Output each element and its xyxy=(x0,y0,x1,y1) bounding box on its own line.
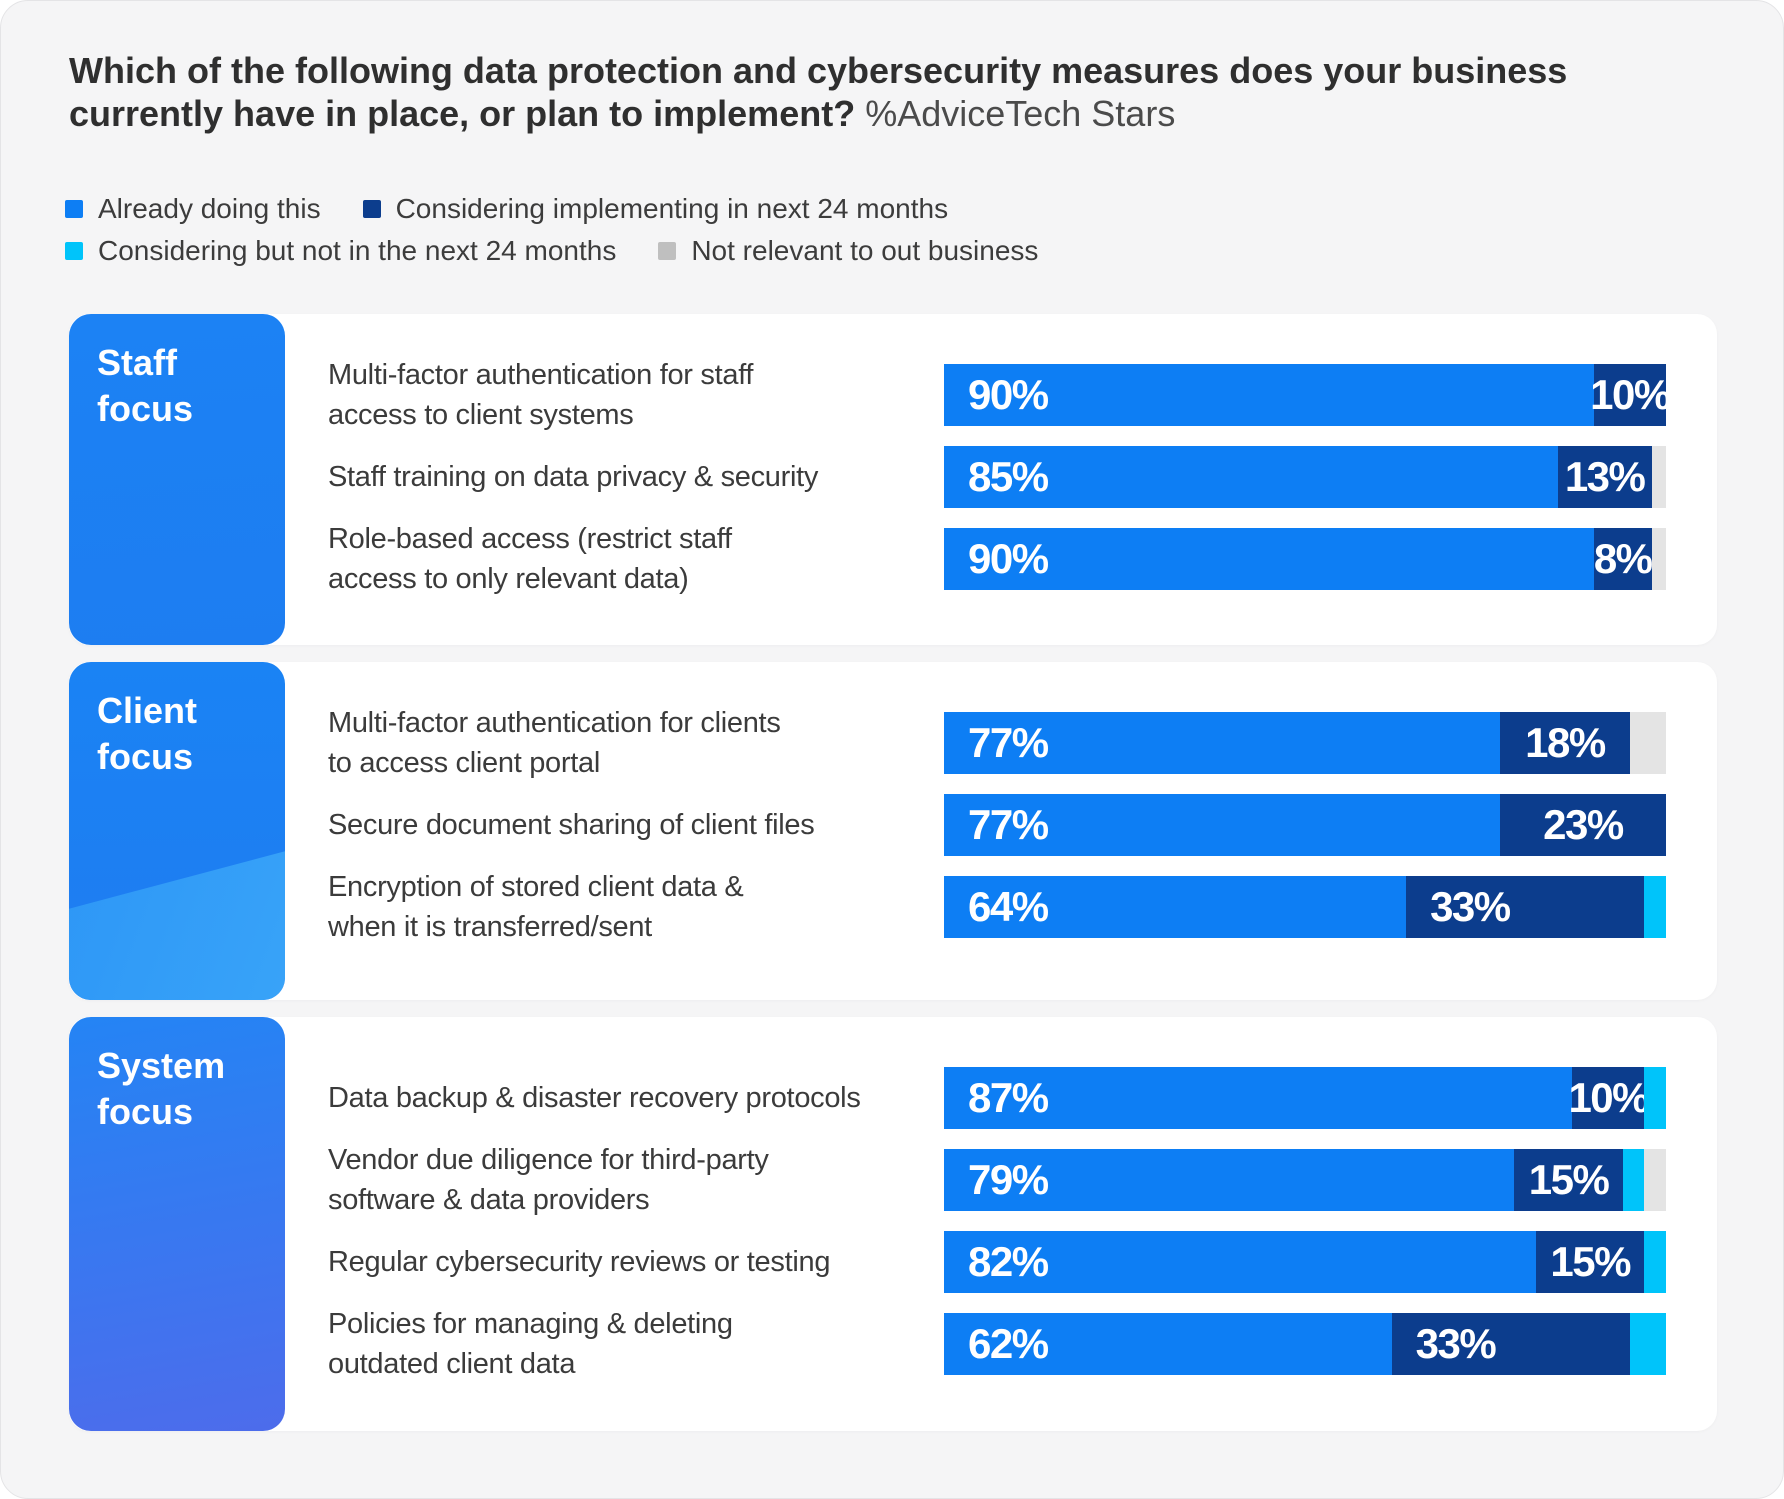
legend-item: Not relevant to out business xyxy=(658,235,1038,267)
segment-already-doing: 62% xyxy=(944,1313,1392,1375)
segment-not-relevant xyxy=(1644,1149,1666,1211)
segment-considering-24-months: 15% xyxy=(1514,1149,1623,1211)
legend-row-1: Already doing this Considering implementi… xyxy=(65,193,1038,225)
segment-considering-24-months: 15% xyxy=(1536,1231,1645,1293)
legend-label: Already doing this xyxy=(98,193,321,224)
measure-label: Role-based access (restrict staff access… xyxy=(328,523,732,595)
measure-label: Multi-factor authentication for clients … xyxy=(328,707,781,779)
legend-label: Considering implementing in next 24 mont… xyxy=(395,193,949,224)
segment-considering-later xyxy=(1644,876,1666,938)
legend-row-2: Considering but not in the next 24 month… xyxy=(65,235,1038,267)
segment-already-doing: 64% xyxy=(944,876,1407,938)
segment-already-doing: 77% xyxy=(944,794,1500,856)
stacked-bar: 62% 33% xyxy=(944,1313,1666,1375)
segment-considering-later xyxy=(1629,1313,1666,1375)
segment-value-label: 85% xyxy=(968,453,1049,500)
stacked-bar: 85% 13% xyxy=(944,446,1666,508)
segment-already-doing: 79% xyxy=(944,1149,1515,1211)
segment-already-doing: 90% xyxy=(944,528,1594,590)
measure-label: Secure document sharing of client files xyxy=(328,809,815,841)
section-card: System focus Data backup & disaster recov… xyxy=(69,1017,1717,1431)
stacked-bar: 77% 23% xyxy=(944,794,1666,856)
legend-item: Already doing this xyxy=(65,193,321,225)
segment-considering-24-months: 33% xyxy=(1391,1313,1630,1375)
section-card: Staff focus Multi-factor authentication f… xyxy=(69,314,1717,645)
segment-value-label: 62% xyxy=(968,1320,1049,1367)
segment-considering-24-months: 23% xyxy=(1499,794,1666,856)
legend-swatch-icon xyxy=(65,200,83,218)
segment-value-label: 77% xyxy=(968,801,1049,848)
segment-value-label: 79% xyxy=(968,1156,1049,1203)
segment-considering-later xyxy=(1644,1231,1666,1293)
chart-question: Which of the following data protection a… xyxy=(69,50,1568,135)
stacked-bar: 87% 10% xyxy=(944,1067,1666,1129)
segment-considering-24-months: 13% xyxy=(1557,446,1652,508)
section-card: Client focus Multi-factor authentication … xyxy=(69,662,1717,1000)
segment-considering-24-months: 10% xyxy=(1590,364,1666,426)
segment-value-label: 15% xyxy=(1528,1156,1610,1203)
section-label-block: System focus xyxy=(69,1017,285,1431)
segment-value-label: 10% xyxy=(1568,1074,1649,1121)
segment-value-label: 82% xyxy=(968,1238,1049,1285)
measure-label: Staff training on data privacy & securit… xyxy=(328,461,819,493)
section-title: System focus xyxy=(97,1045,226,1133)
legend-label: Considering but not in the next 24 month… xyxy=(98,235,617,266)
segment-not-relevant xyxy=(1651,528,1666,590)
segment-value-label: 77% xyxy=(968,719,1049,766)
segment-value-label: 90% xyxy=(968,371,1049,418)
segment-value-label: 18% xyxy=(1525,719,1606,766)
segment-considering-24-months: 33% xyxy=(1406,876,1645,938)
segment-value-label: 23% xyxy=(1543,801,1624,848)
segment-value-label: 15% xyxy=(1550,1238,1631,1285)
segment-value-label: 33% xyxy=(1415,1320,1497,1367)
segment-considering-later xyxy=(1644,1067,1666,1129)
stacked-bar: 90% 8% xyxy=(944,528,1666,590)
segment-considering-24-months: 10% xyxy=(1568,1067,1649,1129)
segment-already-doing: 85% xyxy=(944,446,1558,508)
legend: Already doing this Considering implementi… xyxy=(65,193,1038,277)
measure-label: Regular cybersecurity reviews or testing xyxy=(328,1246,831,1278)
segment-not-relevant xyxy=(1651,446,1666,508)
legend-swatch-icon xyxy=(65,242,83,260)
legend-item: Considering implementing in next 24 mont… xyxy=(362,193,949,225)
stacked-bar: 64% 33% xyxy=(944,876,1666,938)
section-title: Staff focus xyxy=(97,342,194,430)
section-label-block: Staff focus xyxy=(69,314,285,645)
measure-label: Encryption of stored client data & when … xyxy=(328,871,744,943)
segment-value-label: 33% xyxy=(1430,883,1511,930)
segment-already-doing: 77% xyxy=(944,712,1500,774)
segment-considering-24-months: 18% xyxy=(1499,712,1630,774)
segment-already-doing: 87% xyxy=(944,1067,1573,1129)
segment-value-label: 87% xyxy=(968,1074,1049,1121)
measure-label: Data backup & disaster recovery protocol… xyxy=(328,1082,861,1114)
stacked-bar: 90% 10% xyxy=(944,364,1666,426)
stacked-bar: 82% 15% xyxy=(944,1231,1666,1293)
segment-value-label: 8% xyxy=(1593,535,1653,582)
legend-item: Considering but not in the next 24 month… xyxy=(65,235,616,267)
measure-label: Policies for managing & deleting outdate… xyxy=(328,1308,733,1380)
segment-value-label: 13% xyxy=(1564,453,1646,500)
legend-swatch-icon xyxy=(658,242,677,260)
measure-label: Vendor due diligence for third-party sof… xyxy=(328,1144,769,1216)
segment-considering-later xyxy=(1622,1149,1645,1211)
chart-subtitle: %AdviceTech Stars xyxy=(855,93,1176,135)
segment-value-label: 64% xyxy=(968,883,1049,930)
stacked-bar: 77% 18% xyxy=(944,712,1666,774)
segment-value-label: 10% xyxy=(1590,371,1666,418)
measure-label: Multi-factor authentication for staff ac… xyxy=(328,359,754,431)
stacked-bar: 79% 15% xyxy=(944,1149,1666,1211)
section-title: Client focus xyxy=(97,690,198,778)
legend-swatch-icon xyxy=(362,200,381,218)
segment-considering-24-months: 8% xyxy=(1593,528,1653,590)
legend-label: Not relevant to out business xyxy=(691,235,1039,266)
segment-already-doing: 82% xyxy=(944,1231,1537,1293)
section-label-block: Client focus xyxy=(69,662,285,1000)
chart-title: Which of the following data protection a… xyxy=(69,49,1629,135)
segment-value-label: 90% xyxy=(968,535,1049,582)
segment-not-relevant xyxy=(1629,712,1666,774)
segment-already-doing: 90% xyxy=(944,364,1594,426)
